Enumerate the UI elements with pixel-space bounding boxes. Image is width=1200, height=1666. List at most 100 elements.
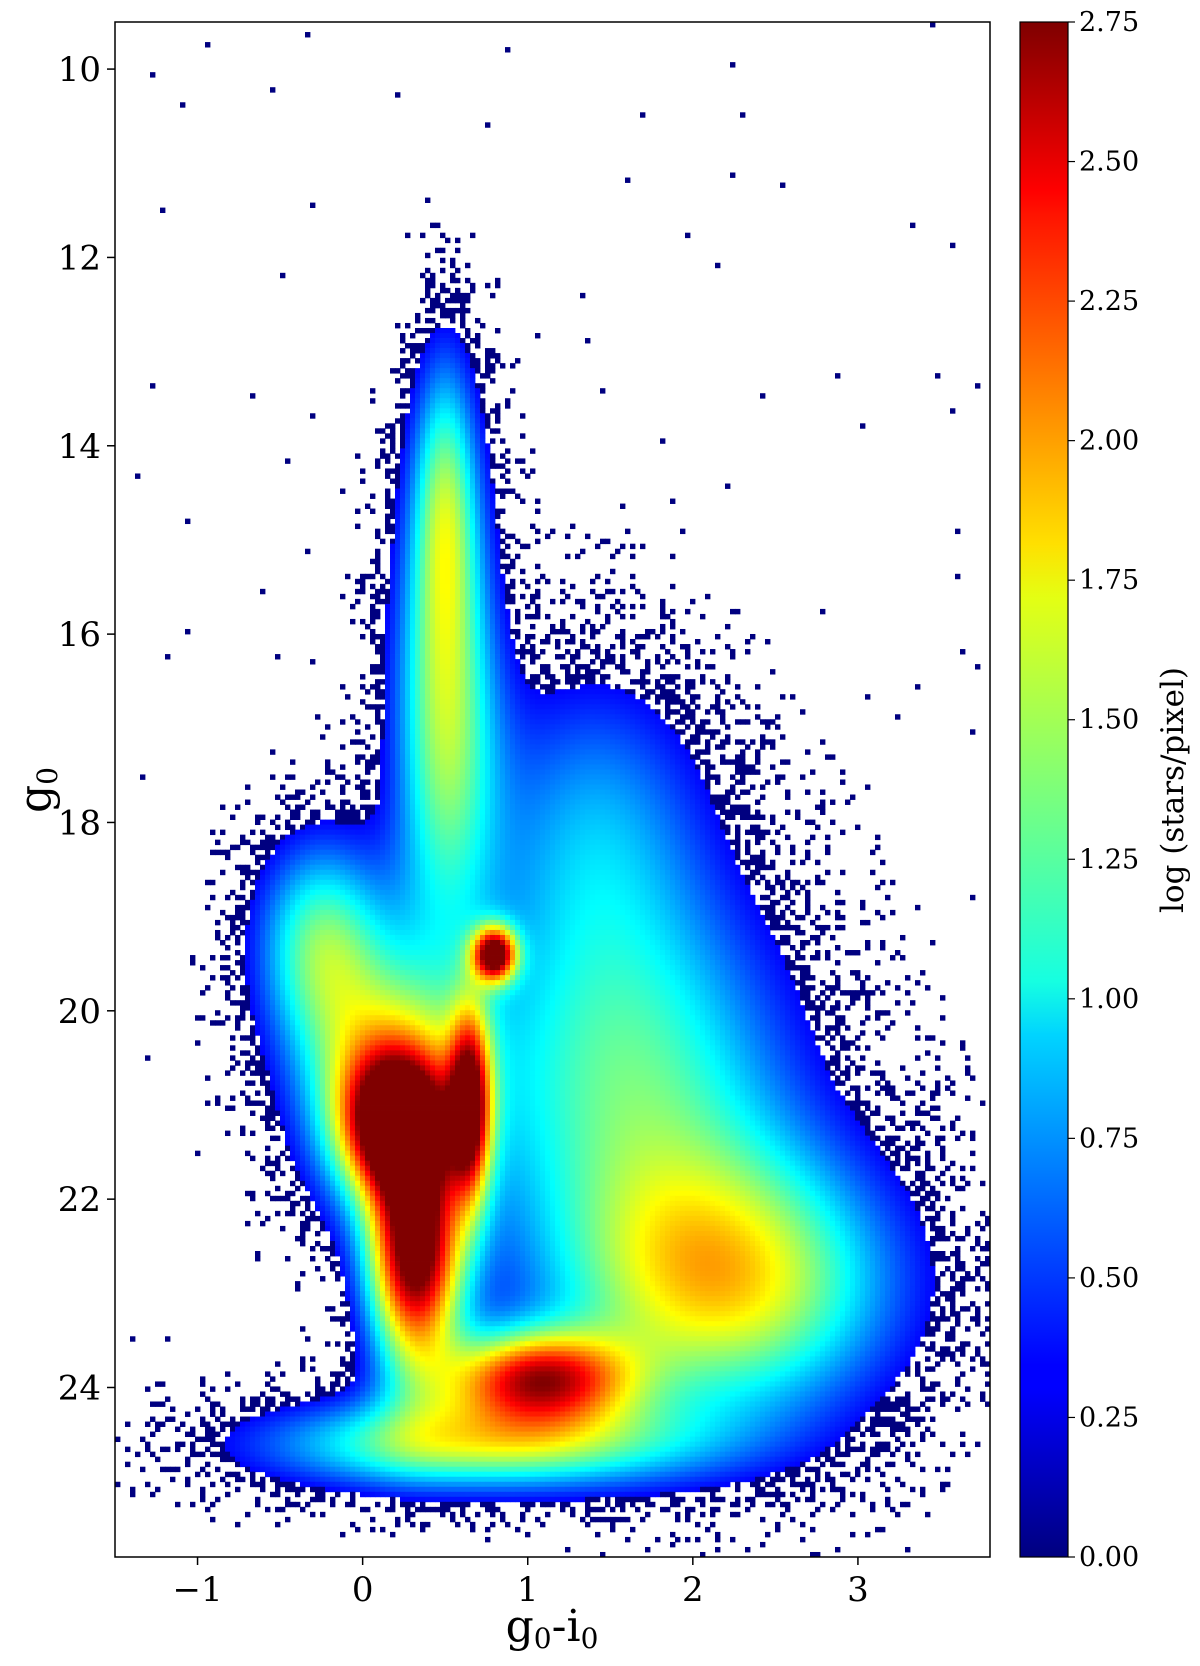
density-cell [495,358,501,364]
density-cell [475,483,481,489]
density-cell [420,368,426,374]
density-cell [335,864,341,871]
density-cell [600,664,606,670]
density-cell [460,388,466,394]
density-cell [625,859,631,866]
density-cell [410,744,416,750]
density-cell [445,523,451,530]
density-cell [700,649,706,655]
density-cell [555,849,561,856]
density-cell [655,804,661,810]
density-cell [425,267,431,274]
density-cell [455,834,461,841]
density-cell [600,729,606,735]
density-cell [975,383,981,389]
density-cell [460,608,466,615]
density-cell [510,679,516,685]
density-cell [465,363,471,369]
density-cell [430,408,436,414]
density-cell [715,262,721,269]
density-cell [335,834,341,841]
density-cell [440,328,446,334]
density-cell [580,754,586,760]
density-cell [710,859,716,866]
density-cell [770,859,776,866]
density-cell [510,649,516,655]
density-cell [465,689,471,695]
density-cell [445,603,451,610]
density-cell [520,644,526,650]
density-cell [475,759,481,765]
density-cell [405,553,411,560]
density-cell [450,864,456,871]
density-cell [535,859,541,866]
density-cell [550,699,556,705]
density-cell [690,814,696,820]
density-cell [560,729,566,735]
density-cell [600,774,606,780]
density-cell [600,784,606,790]
density-cell [420,829,426,836]
density-cell [705,759,711,765]
density-cell [455,588,461,595]
density-cell [585,789,591,795]
density-cell [435,779,441,785]
density-cell [410,373,416,379]
density-cell [440,378,446,384]
density-cell [750,769,756,775]
density-cell [395,674,401,680]
density-cell [405,739,411,745]
density-cell [380,844,386,851]
density-cell [465,764,471,770]
density-cell [425,508,431,514]
density-cell [465,613,471,620]
density-cell [560,654,566,660]
density-cell [395,809,401,815]
density-cell [470,814,476,820]
density-cell [425,488,431,494]
density-cell [500,759,506,765]
density-cell [725,829,731,836]
density-cell [680,809,686,815]
density-cell [565,759,571,765]
density-cell [390,368,396,374]
density-cell [565,859,571,866]
density-cell [410,804,416,810]
density-cell [450,448,456,454]
density-cell [580,809,586,815]
density-cell [535,824,541,831]
density-cell [405,724,411,730]
density-cell [370,398,376,404]
density-cell [505,398,511,404]
density-cell [445,383,451,389]
density-cell [480,508,486,514]
density-cell [245,864,251,871]
density-cell [470,654,476,660]
density-cell [440,633,446,640]
density-cell [590,839,596,846]
density-cell [270,819,276,826]
density-cell [460,428,466,434]
density-cell [405,819,411,826]
density-cell [495,684,501,690]
density-cell [615,714,621,720]
density-cell [420,373,426,379]
density-cell [645,834,651,841]
density-cell [470,558,476,565]
density-cell [400,523,406,530]
density-cell [570,749,576,755]
density-cell [365,864,371,871]
density-cell [545,809,551,815]
density-cell [505,699,511,705]
density-cell [640,769,646,775]
density-cell [645,759,651,765]
density-cell [615,764,621,770]
density-cell [745,649,751,655]
density-cell [670,734,676,740]
density-cell [555,759,561,765]
density-cell [390,528,396,535]
density-cell [540,829,546,836]
density-cell [465,719,471,725]
density-cell [510,488,516,494]
density-cell [425,533,431,540]
